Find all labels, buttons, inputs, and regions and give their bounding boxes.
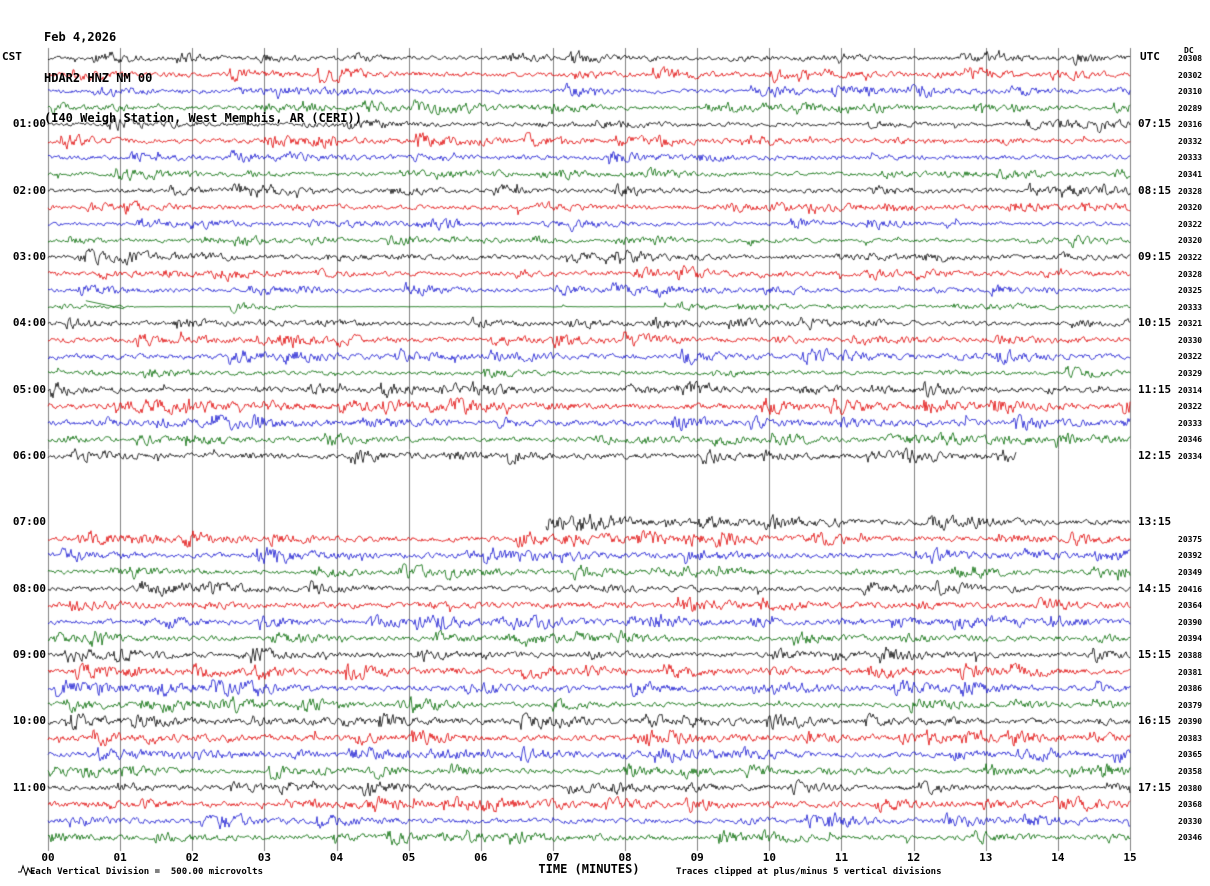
cst-label: 04:00 <box>12 316 46 330</box>
x-tick-label: 15 <box>1123 851 1137 864</box>
utc-header: UTC <box>1140 50 1160 63</box>
x-tick-label: 11 <box>834 851 849 864</box>
trace-id-label: 20358 <box>1178 767 1203 777</box>
cst-label: 07:00 <box>12 515 46 529</box>
utc-label: 11:15 <box>1138 382 1172 396</box>
x-tick-label: 08 <box>618 851 632 864</box>
cst-label: 11:00 <box>12 780 46 794</box>
cst-label: 05:00 <box>12 382 46 396</box>
cst-label: 09:00 <box>12 647 46 661</box>
utc-label: 07:15 <box>1138 117 1172 131</box>
clip-note: Traces clipped at plus/minus 5 vertical … <box>676 867 942 877</box>
trace-id-label: 20390 <box>1178 617 1203 627</box>
x-tick-label: 12 <box>906 851 921 864</box>
utc-label: 16:15 <box>1138 714 1172 728</box>
trace-id-label: 20328 <box>1178 269 1203 279</box>
x-tick-label: 07 <box>546 851 560 864</box>
trace-id-label: 20365 <box>1178 750 1203 760</box>
trace-id-label: 20349 <box>1178 568 1203 578</box>
location-title: (I40 Weigh Station, West Memphis, AR (CE… <box>44 111 362 125</box>
trace-id-label: 20330 <box>1178 816 1203 826</box>
trace-id-label: 20346 <box>1178 435 1203 445</box>
trace-id-label: 20289 <box>1178 103 1203 113</box>
utc-label: 09:15 <box>1138 249 1172 263</box>
trace-id-label: 20386 <box>1178 684 1203 694</box>
trace-id-label: 20320 <box>1178 236 1203 246</box>
trace-id-label: 20392 <box>1178 551 1203 561</box>
station-title: HDAR2 HNZ NM 00 <box>44 70 153 85</box>
trace-id-label: 20416 <box>1178 584 1203 594</box>
trace-id-label: 20332 <box>1178 136 1203 146</box>
cst-label: 02:00 <box>12 183 46 197</box>
x-tick-label: 03 <box>257 851 272 864</box>
trace-id-label: 20379 <box>1178 700 1203 710</box>
trace-id-label: 20320 <box>1178 203 1203 213</box>
x-tick-label: 04 <box>329 851 344 864</box>
trace-id-label: 20302 <box>1178 70 1203 80</box>
x-tick-label: 05 <box>402 851 416 864</box>
trace-id-label: 20375 <box>1178 534 1203 544</box>
trace-id-label: 20383 <box>1178 733 1203 743</box>
trace-id-label: 20346 <box>1178 833 1203 843</box>
trace-id-label: 20368 <box>1178 800 1203 810</box>
trace-id-label: 20310 <box>1178 87 1203 97</box>
utc-label: 10:15 <box>1138 316 1172 330</box>
trace-id-label: 20322 <box>1178 219 1203 229</box>
utc-label: 14:15 <box>1138 581 1172 595</box>
x-tick-label: 02 <box>185 851 199 864</box>
trace-id-label: 20329 <box>1178 369 1203 379</box>
cst-label: 08:00 <box>12 581 46 595</box>
trace-id-label: 20334 <box>1178 451 1203 461</box>
trace-id-label: 20333 <box>1178 418 1203 428</box>
cst-header: CST <box>2 50 22 63</box>
trace-id-label: 20364 <box>1178 601 1203 611</box>
trace-id-label: 20322 <box>1178 352 1203 362</box>
utc-label: 13:15 <box>1138 515 1172 529</box>
utc-label: 17:15 <box>1138 780 1172 794</box>
dc-column-header: DC <box>1184 46 1194 55</box>
seismo-mark-icon <box>18 864 34 876</box>
x-tick-label: 00 <box>41 851 55 864</box>
x-tick-label: 10 <box>762 851 776 864</box>
utc-label: 12:15 <box>1138 448 1172 462</box>
utc-label: 15:15 <box>1138 647 1172 661</box>
date-title: Feb 4,2026 <box>44 30 117 44</box>
cst-label: 03:00 <box>12 249 46 263</box>
scale-note: Each Vertical Division = 500.00 microvol… <box>30 867 263 877</box>
trace-id-label: 20394 <box>1178 634 1203 644</box>
title-block: Feb 4,2026 HDAR2 HNZ NM 00 (I40 Weigh St… <box>44 4 362 153</box>
x-tick-label: 13 <box>979 851 993 864</box>
trace-id-label: 20308 <box>1178 54 1203 63</box>
trace-id-label: 20390 <box>1178 717 1203 727</box>
trace-id-label: 20388 <box>1178 650 1203 660</box>
trace-id-label: 20333 <box>1178 153 1203 163</box>
utc-label: 08:15 <box>1138 183 1172 197</box>
x-tick-label: 14 <box>1051 851 1065 864</box>
trace-id-label: 20322 <box>1178 402 1203 412</box>
trace-id-label: 20341 <box>1178 170 1203 180</box>
cst-label: 06:00 <box>12 448 46 462</box>
trace-id-label: 20333 <box>1178 302 1203 312</box>
x-tick-label: 09 <box>690 851 704 864</box>
cst-label: 01:00 <box>12 117 46 131</box>
x-axis-title: TIME (MINUTES) <box>538 862 640 876</box>
trace-id-label: 20321 <box>1178 319 1203 329</box>
trace-id-label: 20381 <box>1178 667 1203 677</box>
trace-id-label: 20330 <box>1178 335 1203 345</box>
cst-label: 10:00 <box>12 714 46 728</box>
trace-id-label: 20380 <box>1178 783 1203 793</box>
trace-id-label: 20314 <box>1178 385 1203 395</box>
trace-id-label: 20322 <box>1178 252 1203 262</box>
x-tick-label: 01 <box>113 851 127 864</box>
x-tick-label: 06 <box>474 851 488 864</box>
trace-id-label: 20325 <box>1178 286 1203 296</box>
trace-id-label: 20328 <box>1178 186 1203 196</box>
trace-id-label: 20316 <box>1178 120 1203 130</box>
